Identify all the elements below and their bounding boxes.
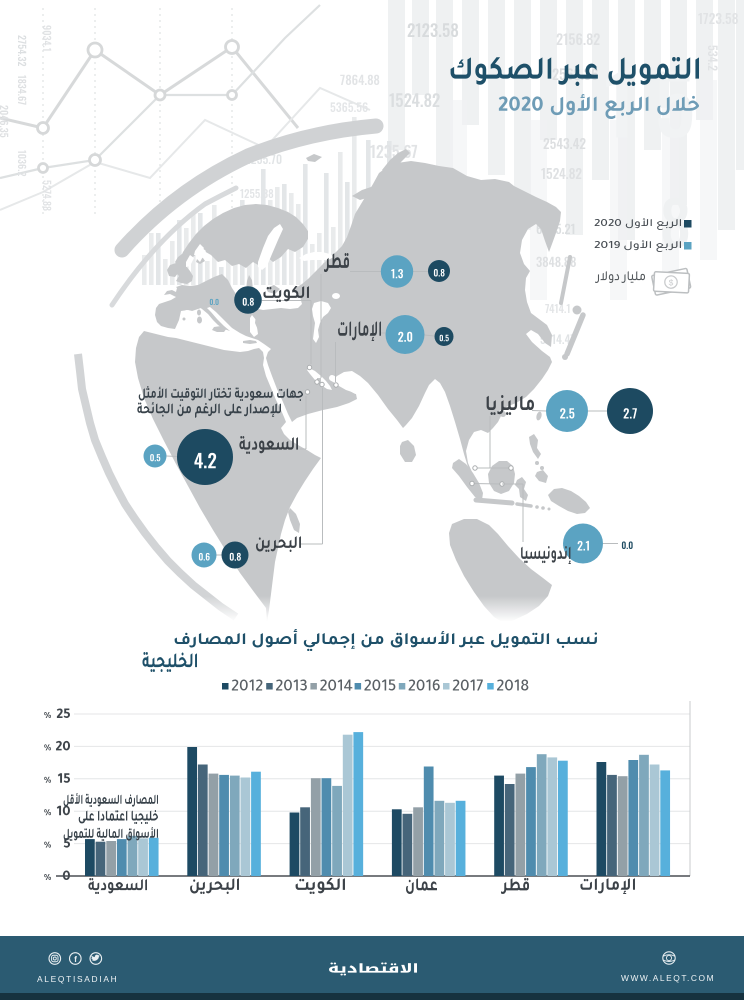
svg-text:ALEQTISADIAH: ALEQTISADIAH (37, 974, 118, 984)
svg-text:WWW.ALEQT.COM: WWW.ALEQT.COM (621, 973, 715, 983)
svg-text:f: f (74, 954, 77, 964)
svg-text:$: $ (668, 277, 674, 287)
